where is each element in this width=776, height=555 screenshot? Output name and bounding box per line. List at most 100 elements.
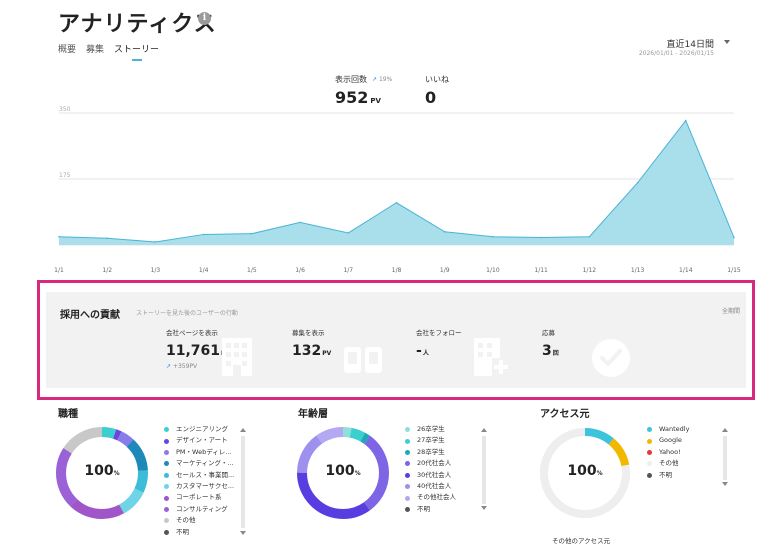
contribution-subtitle: ストーリーを見た後のユーザーの行動: [136, 310, 238, 317]
legend-label: その他社会人: [417, 493, 456, 502]
legend-item: その他: [164, 515, 240, 526]
donut-center-value: 100%: [325, 463, 361, 479]
scroll-down-icon[interactable]: [240, 531, 246, 535]
metric-label: 募集を表示: [292, 329, 325, 337]
legend-item: 28卒学生: [405, 447, 481, 458]
legend-label: 26卒学生: [417, 425, 445, 433]
data-point: [106, 237, 109, 240]
x-tick-label: 1/4: [199, 267, 209, 274]
donut-segment: [297, 427, 389, 519]
legend-dot: [405, 450, 410, 456]
legend-item: マーケティング・...: [164, 458, 240, 469]
panel-title-age-group: 年齢層: [298, 409, 328, 420]
legend-item: Yahoo!: [647, 447, 723, 458]
kpi-likes-value: 0: [425, 88, 437, 107]
metric-value: 11,761: [166, 343, 221, 359]
legend-label: セールス・事業開...: [176, 470, 235, 479]
legend-dot: [164, 484, 169, 490]
legend-dot: [164, 507, 169, 513]
legend-label: コーポレート系: [176, 493, 222, 502]
panel-title-access-source: アクセス元: [540, 409, 590, 420]
legend-item: コーポレート系: [164, 492, 240, 503]
data-point: [347, 232, 350, 234]
legend-label: Yahoo!: [659, 447, 681, 456]
legend-label: PM・Webディレ...: [176, 447, 232, 456]
data-point: [540, 236, 542, 239]
donut-segment: [297, 427, 389, 519]
check-circle-icon: [592, 339, 630, 377]
legend-item: その他: [647, 458, 723, 469]
scroll-down-icon[interactable]: [722, 482, 728, 486]
legend-label: その他: [659, 459, 679, 468]
tab-bar: 概要 募集 ストーリー: [58, 42, 159, 61]
metric-label: 会社ページを表示: [166, 329, 218, 337]
scroll-up-icon[interactable]: [722, 428, 728, 432]
x-tick-label: 1/6: [295, 267, 305, 274]
contribution-title: 採用への貢献: [60, 310, 120, 321]
access-source-legend: Wantedly Google Yahoo! その他 不明: [647, 424, 723, 481]
kpi-views-delta: ↗ 19%: [372, 76, 393, 83]
donut-segment: [56, 427, 148, 519]
arrow-up-right-icon: ↗: [166, 363, 172, 370]
data-point: [299, 221, 301, 224]
tab-story[interactable]: ストーリー: [114, 42, 159, 61]
x-tick-label: 1/8: [392, 267, 402, 274]
x-tick-label: 1/7: [343, 267, 353, 274]
legend-dot: [405, 484, 410, 490]
legend-dot: [164, 529, 169, 535]
legend-item: デザイン・アート: [164, 435, 240, 446]
metric-company-page: 会社ページを表示 11,761PV ↗ +359PV: [166, 327, 230, 370]
donut-segment: [297, 427, 389, 519]
kpi-likes-label: いいね: [425, 75, 449, 84]
legend-dot: [647, 450, 652, 456]
tab-overview[interactable]: 概要: [58, 45, 77, 55]
scroll-down-icon[interactable]: [481, 506, 487, 510]
legend-scrollbar[interactable]: [482, 436, 486, 504]
legend-item: 20代社会人: [405, 458, 481, 469]
metric-label: 応募: [542, 329, 555, 337]
legend-dot: [405, 507, 410, 513]
legend-dot: [405, 461, 410, 467]
follow-building-icon: [474, 338, 510, 376]
tab-recruitment[interactable]: 募集: [86, 45, 105, 55]
legend-label: カスタマーサクセ...: [176, 482, 235, 491]
legend-label: 28卒学生: [417, 447, 445, 456]
legend-dot: [647, 438, 652, 444]
legend-label: 不明: [659, 470, 672, 479]
arrow-up-right-icon: ↗: [372, 76, 378, 83]
legend-scrollbar[interactable]: [241, 436, 245, 528]
legend-item: 27卒学生: [405, 435, 481, 446]
data-point: [492, 235, 494, 238]
legend-label: Google: [659, 436, 682, 445]
other-access-source-caption: その他のアクセス元: [552, 537, 611, 545]
period-range: 2026/01/01 - 2026/01/15: [638, 50, 714, 57]
job-type-legend: エンジニアリング デザイン・アート PM・Webディレ... マーケティング・... セ…: [164, 424, 240, 536]
donut-segment: [56, 427, 148, 519]
x-tick-label: 1/5: [247, 267, 257, 274]
metric-company-follow: 会社をフォロー -人: [416, 327, 462, 359]
legend-label: 27卒学生: [417, 436, 445, 445]
info-icon[interactable]: i: [198, 12, 211, 25]
age-group-legend: 26卒学生 27卒学生 28卒学生 20代社会人 30代社会人 40代社会人 その他社会人不…: [405, 424, 481, 515]
legend-scrollbar[interactable]: [723, 436, 727, 480]
chevron-down-icon[interactable]: [724, 40, 730, 44]
period-select[interactable]: 直近14日間: [666, 40, 714, 50]
metric-label: 会社をフォロー: [416, 329, 462, 337]
legend-item: エンジニアリング: [164, 424, 240, 435]
legend-item: カスタマーサクセ...: [164, 481, 240, 492]
panel-title-job-type: 職種: [58, 409, 78, 420]
all-period-link[interactable]: 全期間: [721, 308, 740, 315]
legend-item: PM・Webディレ...: [164, 447, 240, 458]
legend-dot: [405, 427, 410, 433]
legend-item: 26卒学生: [405, 424, 481, 435]
data-point: [733, 236, 735, 239]
x-tick-label: 1/9: [440, 267, 450, 274]
kpi-views: 表示回数 ↗ 19% 952 PV: [335, 74, 392, 107]
legend-label: コンサルティング: [176, 504, 228, 513]
legend-dot: [164, 461, 169, 467]
views-area-chart: 350 175 1/1 1/2 1/3 1/4 1/5 1/6 1/7 1/8 1/9 1/10 1/1…: [54, 106, 741, 274]
data-point: [202, 233, 205, 236]
scroll-up-icon[interactable]: [240, 428, 246, 432]
data-point: [251, 232, 253, 235]
scroll-up-icon[interactable]: [481, 428, 487, 432]
